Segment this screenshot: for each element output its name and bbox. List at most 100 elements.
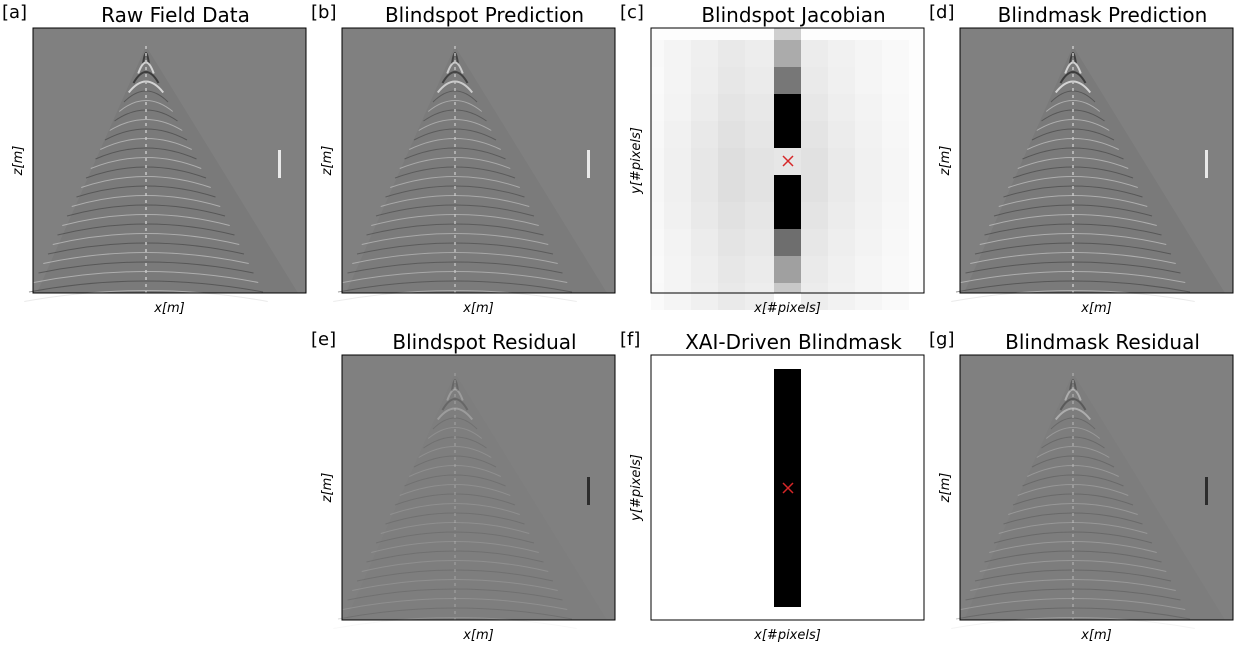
panel-title: Blindspot Prediction: [385, 3, 584, 27]
panel-label: [c]: [620, 2, 644, 23]
wave-arc: [399, 157, 511, 169]
wave-arc: [1045, 427, 1101, 439]
jacobian-cell: [745, 283, 774, 310]
jacobian-cell: [801, 148, 828, 175]
jacobian-cell: [801, 283, 828, 310]
wave-arc: [970, 579, 1176, 591]
wave-arc: [90, 157, 202, 169]
x-axis-label: x[m]: [462, 301, 494, 316]
jacobian-cell: [828, 40, 855, 67]
wave-arc: [333, 290, 577, 302]
wave-arc: [436, 407, 474, 421]
wave-arc: [951, 617, 1195, 629]
wave-arc: [380, 522, 530, 534]
jacobian-cell: [828, 256, 855, 283]
jacobian-cell: [718, 202, 745, 229]
panel-label: [g]: [929, 329, 954, 350]
panel: [e] Blindspot Residual x[m] z[m]: [311, 329, 616, 643]
jacobian-cell: [691, 67, 718, 94]
jacobian-cell: [718, 40, 745, 67]
jacobian-cell: [745, 175, 774, 202]
jacobian-cell: [718, 67, 745, 94]
wave-arc: [979, 560, 1167, 572]
wave-arc: [1059, 71, 1087, 84]
wave-arc: [333, 617, 577, 629]
wavefront-region: [346, 373, 607, 620]
x-axis-label: x[m]: [153, 301, 185, 316]
center-marker: [782, 155, 794, 167]
jacobian-cell: [745, 121, 774, 148]
jacobian-cell: [828, 121, 855, 148]
jacobian-cell: [828, 175, 855, 202]
wave-arc: [337, 607, 573, 620]
wave-arc: [1059, 398, 1087, 411]
jacobian-cell: [745, 67, 774, 94]
jacobian-cell: [882, 256, 909, 283]
x-axis-label: x[#pixels]: [753, 301, 821, 316]
wave-arc: [24, 290, 268, 302]
wave-arc: [337, 280, 573, 293]
jacobian-cell: [855, 229, 882, 256]
jacobian-cell: [691, 283, 718, 310]
panel: [b] Blindspot Prediction x[m] z[m]: [311, 2, 616, 316]
jacobian-cell: [651, 148, 664, 175]
wave-arc: [1017, 484, 1129, 496]
jacobian-cell: [718, 121, 745, 148]
jacobian-cell: [745, 256, 774, 283]
jacobian-cell: [828, 94, 855, 121]
jacobian-cell: [651, 94, 664, 121]
jacobian-cell: [664, 175, 691, 202]
jacobian-cell: [774, 67, 801, 94]
y-axis-label: z[m]: [938, 146, 953, 177]
panel: [d] Blindmask Prediction x[m] z[m]: [929, 2, 1234, 316]
image-frame: [341, 354, 616, 621]
wave-arc: [409, 465, 501, 477]
noise-trace: [1205, 150, 1208, 178]
wave-arc: [1008, 503, 1138, 515]
wave-arc: [375, 204, 535, 217]
panel-label: [b]: [311, 2, 336, 23]
jacobian-cell: [828, 148, 855, 175]
jacobian-cell: [718, 148, 745, 175]
wave-arc: [347, 261, 563, 274]
image-frame: [650, 354, 925, 621]
y-axis-label: z[m]: [938, 473, 953, 504]
wave-arc: [432, 417, 478, 430]
wave-arc: [1017, 157, 1129, 169]
x-axis-label: x[m]: [462, 628, 494, 643]
jacobian-cell: [691, 256, 718, 283]
wave-arc: [132, 71, 160, 84]
jacobian-cell: [651, 67, 664, 94]
jacobian-cell: [774, 94, 801, 148]
jacobian-cell: [651, 229, 664, 256]
y-axis-label: z[m]: [11, 146, 26, 177]
jacobian-cell: [855, 148, 882, 175]
image-frame: [650, 27, 925, 294]
wave-arc: [390, 176, 520, 188]
panel-title: Raw Field Data: [101, 3, 250, 27]
jacobian-cell: [651, 121, 664, 148]
wave-arc: [1022, 474, 1124, 487]
image-frame: [32, 27, 307, 294]
wave-arc: [66, 204, 226, 217]
panel: [f] XAI-Driven Blindmask x[#pixels] y[#pixe…: [620, 329, 925, 643]
jacobian-cell: [718, 256, 745, 283]
wave-arc: [993, 531, 1153, 544]
wave-arc: [375, 531, 535, 544]
panel: [g] Blindmask Residual x[m] z[m]: [929, 329, 1234, 643]
wave-arc: [955, 607, 1191, 620]
jacobian-cell: [774, 256, 801, 283]
jacobian-cell: [745, 40, 774, 67]
wave-arc: [970, 252, 1176, 264]
wave-arc: [109, 119, 183, 131]
jacobian-cell: [855, 256, 882, 283]
wave-arc: [965, 261, 1181, 274]
wave-arc: [390, 503, 520, 515]
jacobian-cell: [882, 40, 909, 67]
wave-arc: [413, 128, 497, 141]
wave-arc: [104, 128, 188, 141]
panel-title: Blindmask Residual: [1005, 330, 1200, 354]
jacobian-cell: [718, 283, 745, 310]
wave-arc: [52, 233, 240, 245]
image-frame: [341, 27, 616, 294]
